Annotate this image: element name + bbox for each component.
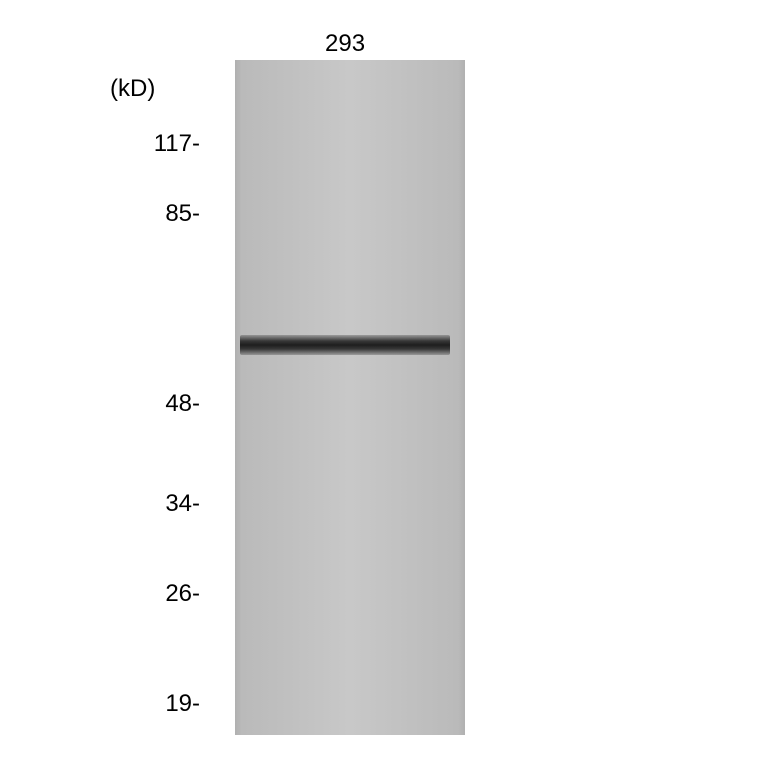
western-blot-figure: 293 (kD) 117- 85- 48- 34- 26- 19- [40,40,720,740]
marker-19: 19- [140,690,200,718]
unit-label: (kD) [110,75,155,103]
sample-label: 293 [325,30,365,58]
marker-117: 117- [140,130,200,158]
marker-48: 48- [140,390,200,418]
marker-34: 34- [140,490,200,518]
blot-lane [235,60,465,735]
marker-85: 85- [140,200,200,228]
protein-band [240,335,450,355]
marker-26: 26- [140,580,200,608]
